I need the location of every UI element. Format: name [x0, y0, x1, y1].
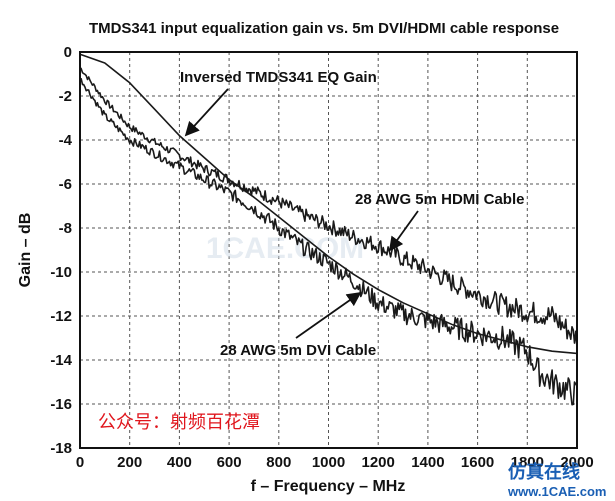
annotation-arrow	[295, 291, 362, 339]
series-line-1	[79, 66, 578, 348]
x-tick-label: 200	[117, 454, 142, 471]
y-axis-label: Gain – dB	[17, 213, 34, 288]
x-tick-label: 0	[76, 454, 84, 471]
y-tick-label: -2	[59, 88, 72, 105]
site-url-watermark: www.1CAE.com	[507, 484, 606, 499]
x-axis-label: f – Frequency – MHz	[251, 478, 406, 495]
annotation-arrow	[388, 210, 419, 252]
grid	[80, 52, 577, 448]
annotation-label: 28 AWG 5m HDMI Cable	[355, 191, 524, 208]
series-line-0	[79, 53, 578, 355]
x-tick-label: 1400	[411, 454, 444, 471]
annotation-label: 28 AWG 5m DVI Cable	[220, 342, 376, 359]
y-tick-label: -12	[50, 308, 72, 325]
y-tick-label: -8	[59, 220, 72, 237]
y-tick-label: -6	[59, 176, 72, 193]
y-tick-label: 0	[64, 44, 72, 61]
series-line-2	[79, 77, 578, 406]
x-tick-label: 800	[266, 454, 291, 471]
annotations: Inversed TMDS341 EQ Gain 28 AWG 5m HDMI C…	[180, 69, 524, 359]
y-tick-label: -18	[50, 440, 72, 457]
x-tick-label: 1200	[362, 454, 395, 471]
chart-title: TMDS341 input equalization gain vs. 5m D…	[89, 20, 559, 37]
y-tick-label: -10	[50, 264, 72, 281]
y-tick-label: -16	[50, 396, 72, 413]
annotation-arrow	[184, 88, 229, 137]
y-tick-label: -4	[59, 132, 73, 149]
series-layer	[79, 53, 578, 406]
x-tick-label: 1800	[511, 454, 544, 471]
x-tick-label: 2000	[560, 454, 593, 471]
x-tick-label: 400	[167, 454, 192, 471]
x-tick-label: 1600	[461, 454, 494, 471]
y-tick-label: -14	[50, 352, 72, 369]
plot-frame	[79, 51, 578, 449]
tick-labels: 0 200 400 600 800 1000 1200 1400 1600 1800 2000 0 -2…	[50, 44, 593, 471]
wechat-watermark: 公众号：射频百花潭	[98, 412, 260, 433]
x-tick-label: 1000	[312, 454, 345, 471]
x-tick-label: 600	[217, 454, 242, 471]
site-logo-watermark: 仿真在线	[508, 461, 580, 482]
annotation-label: Inversed TMDS341 EQ Gain	[180, 69, 377, 86]
